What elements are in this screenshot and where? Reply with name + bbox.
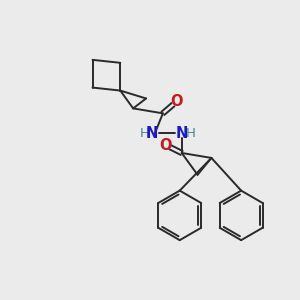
- Text: H: H: [140, 127, 150, 140]
- Text: O: O: [170, 94, 183, 109]
- Text: H: H: [186, 127, 196, 140]
- Text: N: N: [146, 126, 158, 141]
- Text: N: N: [176, 126, 188, 141]
- Text: O: O: [160, 137, 172, 152]
